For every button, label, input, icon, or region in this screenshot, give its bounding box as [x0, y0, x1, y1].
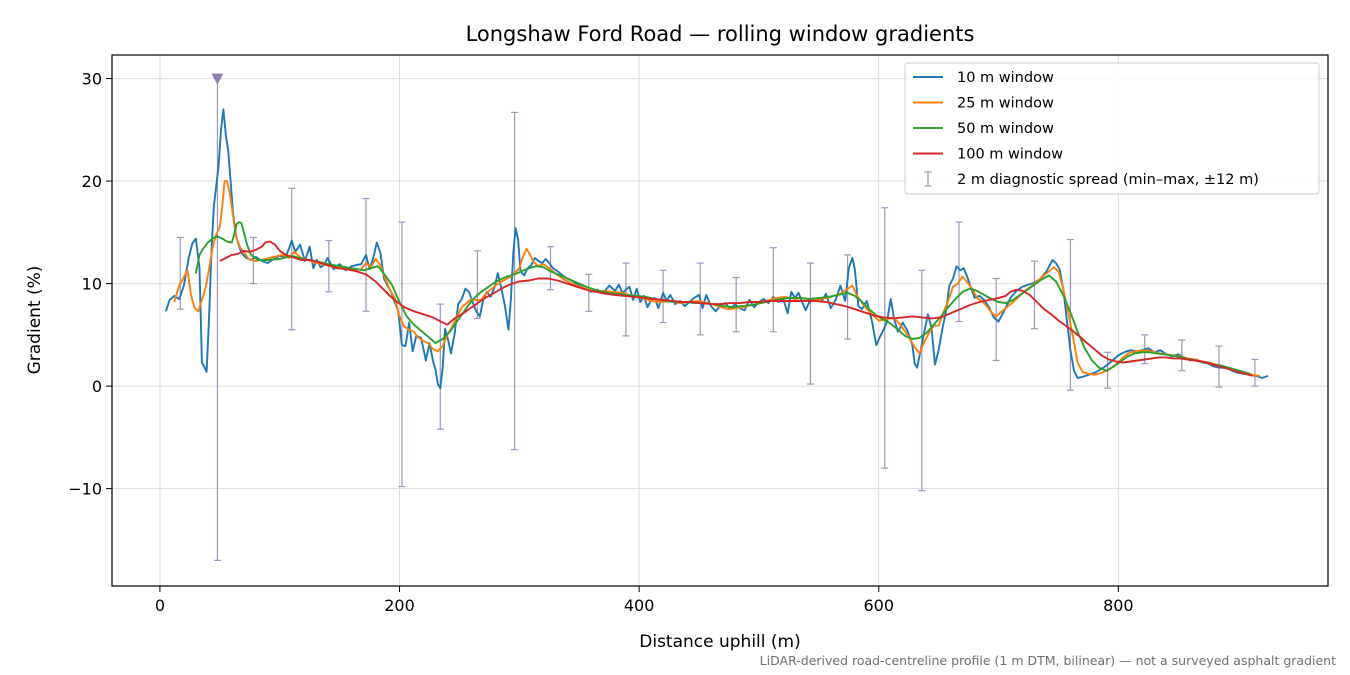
spread-errorbar: [659, 269, 667, 324]
series-line-1: [173, 180, 1260, 377]
legend-box: [904, 62, 1320, 195]
legend-entry: 25 m window: [913, 96, 1054, 112]
legend-entry: 10 m window: [913, 70, 1054, 86]
errorbar-layer: [176, 77, 1259, 561]
legend-entry: 2 m diagnostic spread (min–max, ±12 m): [924, 171, 1259, 188]
y-tick-label: 0: [92, 377, 102, 396]
footnote: LiDAR-derived road-centreline profile (1…: [760, 653, 1336, 668]
spread-errorbar: [955, 221, 963, 323]
x-tick-label: 800: [1103, 596, 1134, 615]
series-line-2: [194, 221, 1251, 375]
y-axis-ticks: −10 0 10 20 30: [68, 70, 112, 499]
marker-layer: [211, 73, 224, 85]
spread-errorbar: [806, 262, 814, 385]
y-tick-label: 10: [82, 275, 102, 294]
spread-errorbar: [622, 262, 630, 337]
y-tick-label: 20: [82, 172, 102, 191]
spread-errorbar: [473, 250, 481, 320]
y-tick-label: −10: [68, 480, 102, 499]
x-tick-label: 400: [624, 596, 655, 615]
spread-errorbar: [288, 187, 296, 331]
chart-title: Longshaw Ford Road — rolling window grad…: [466, 22, 975, 46]
legend-label: 2 m diagnostic spread (min–max, ±12 m): [957, 172, 1259, 188]
legend-entry: 50 m window: [913, 121, 1054, 137]
spread-errorbar: [1030, 260, 1038, 330]
y-axis-label: Gradient (%): [25, 266, 45, 375]
legend-label: 25 m window: [957, 96, 1054, 112]
x-tick-label: 0: [155, 596, 165, 615]
x-axis-ticks: 0 200 400 600 800: [155, 586, 1134, 615]
spread-errorbar: [844, 254, 852, 340]
legend-label: 10 m window: [957, 70, 1054, 86]
spread-errorbar: [398, 221, 406, 488]
legend-entry: 100 m window: [913, 147, 1063, 163]
legend-label: 100 m window: [957, 147, 1063, 163]
x-axis-label: Distance uphill (m): [639, 632, 800, 652]
x-tick-label: 600: [863, 596, 894, 615]
x-tick-label: 200: [384, 596, 415, 615]
spread-errorbar: [511, 111, 519, 451]
y-tick-label: 30: [82, 70, 102, 89]
plot-frame: [111, 54, 1329, 587]
spread-errorbar: [769, 247, 777, 333]
series-line-3: [219, 240, 1253, 377]
legend-label: 50 m window: [957, 121, 1054, 137]
spread-errorbar: [1251, 358, 1259, 387]
legend: 10 m window 25 m window 50 m window 100 m w…: [904, 62, 1320, 195]
spread-errorbar: [436, 303, 444, 430]
spread-errorbar: [585, 273, 593, 312]
spread-errorbar: [881, 207, 889, 469]
spread-errorbar: [918, 269, 926, 492]
line-layer: [164, 108, 1269, 390]
triangle-down-marker: [211, 73, 224, 85]
